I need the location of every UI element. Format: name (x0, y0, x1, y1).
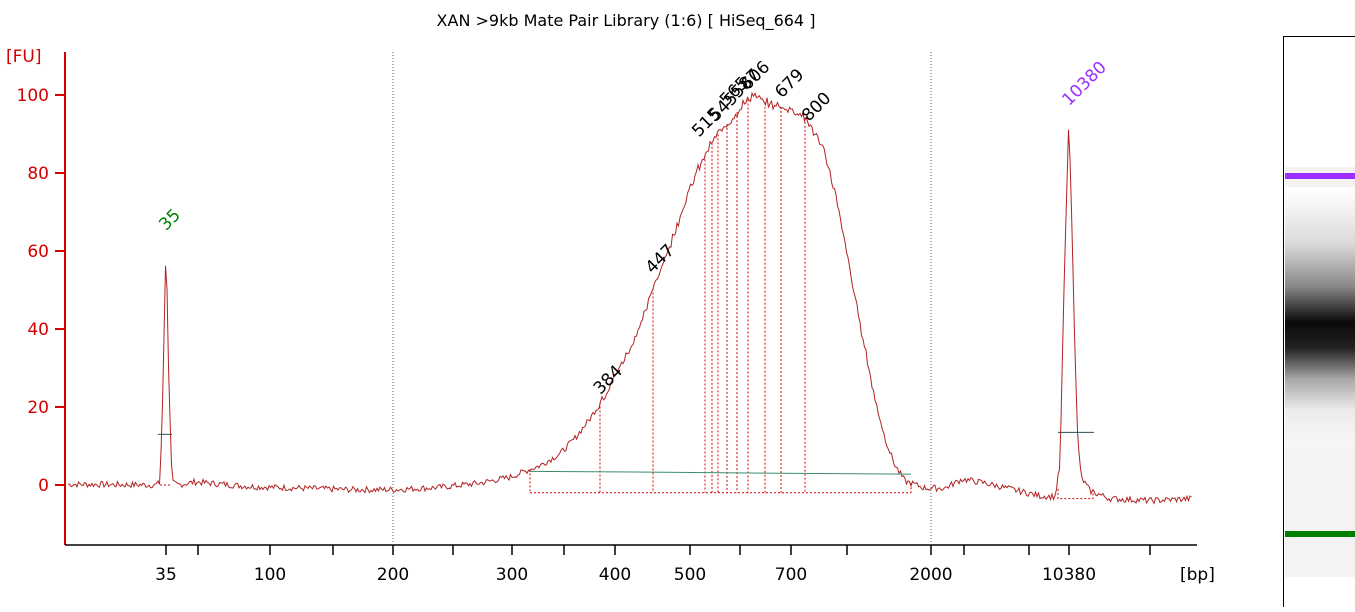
peak-label: 384 (590, 362, 627, 399)
gel-smear (1285, 187, 1355, 447)
x-tick-label: 200 (377, 565, 409, 585)
y-tick-label: 60 (27, 242, 49, 262)
baseline (529, 470, 912, 475)
gel-band-lower-marker (1285, 531, 1355, 537)
x-tick-label: 300 (496, 565, 528, 585)
peak-label: 10380 (1058, 58, 1110, 110)
peak-label: 679 (771, 65, 808, 102)
x-ticks: 35 100 200 300 400 500 700 2000 10380 (155, 545, 1151, 585)
x-tick-label: 100 (254, 565, 286, 585)
y-tick-label: 80 (27, 164, 49, 184)
peak-label: 447 (642, 241, 679, 278)
peak-label: 35 (155, 205, 184, 234)
x-axis-label: [bp] (1180, 565, 1215, 585)
electropherogram-chart: XAN >9kb Mate Pair Library (1:6) [ HiSeq… (6, 11, 1215, 585)
peak-label: 800 (798, 89, 835, 126)
x-tick-label: 2000 (909, 565, 952, 585)
trace-line (67, 91, 1192, 505)
x-tick-label: 500 (674, 565, 706, 585)
x-tick-label: 700 (775, 565, 807, 585)
y-ticks: 0 20 40 60 80 100 (17, 86, 65, 496)
gel-lane (1283, 36, 1355, 607)
y-tick-label: 40 (27, 320, 49, 340)
chart-title: XAN >9kb Mate Pair Library (1:6) [ HiSeq… (437, 11, 816, 31)
x-tick-label: 35 (155, 565, 177, 585)
baselines (158, 431, 1094, 475)
y-axis-label: [FU] (6, 47, 42, 67)
y-tick-label: 100 (17, 86, 49, 106)
x-tick-label: 10380 (1042, 565, 1096, 585)
region-bottom (1057, 488, 1094, 500)
peak-regions (160, 99, 1094, 500)
gel-band-upper-marker (1285, 173, 1355, 179)
x-tick-label: 400 (599, 565, 631, 585)
y-tick-label: 20 (27, 398, 49, 418)
y-tick-label: 0 (38, 476, 49, 496)
